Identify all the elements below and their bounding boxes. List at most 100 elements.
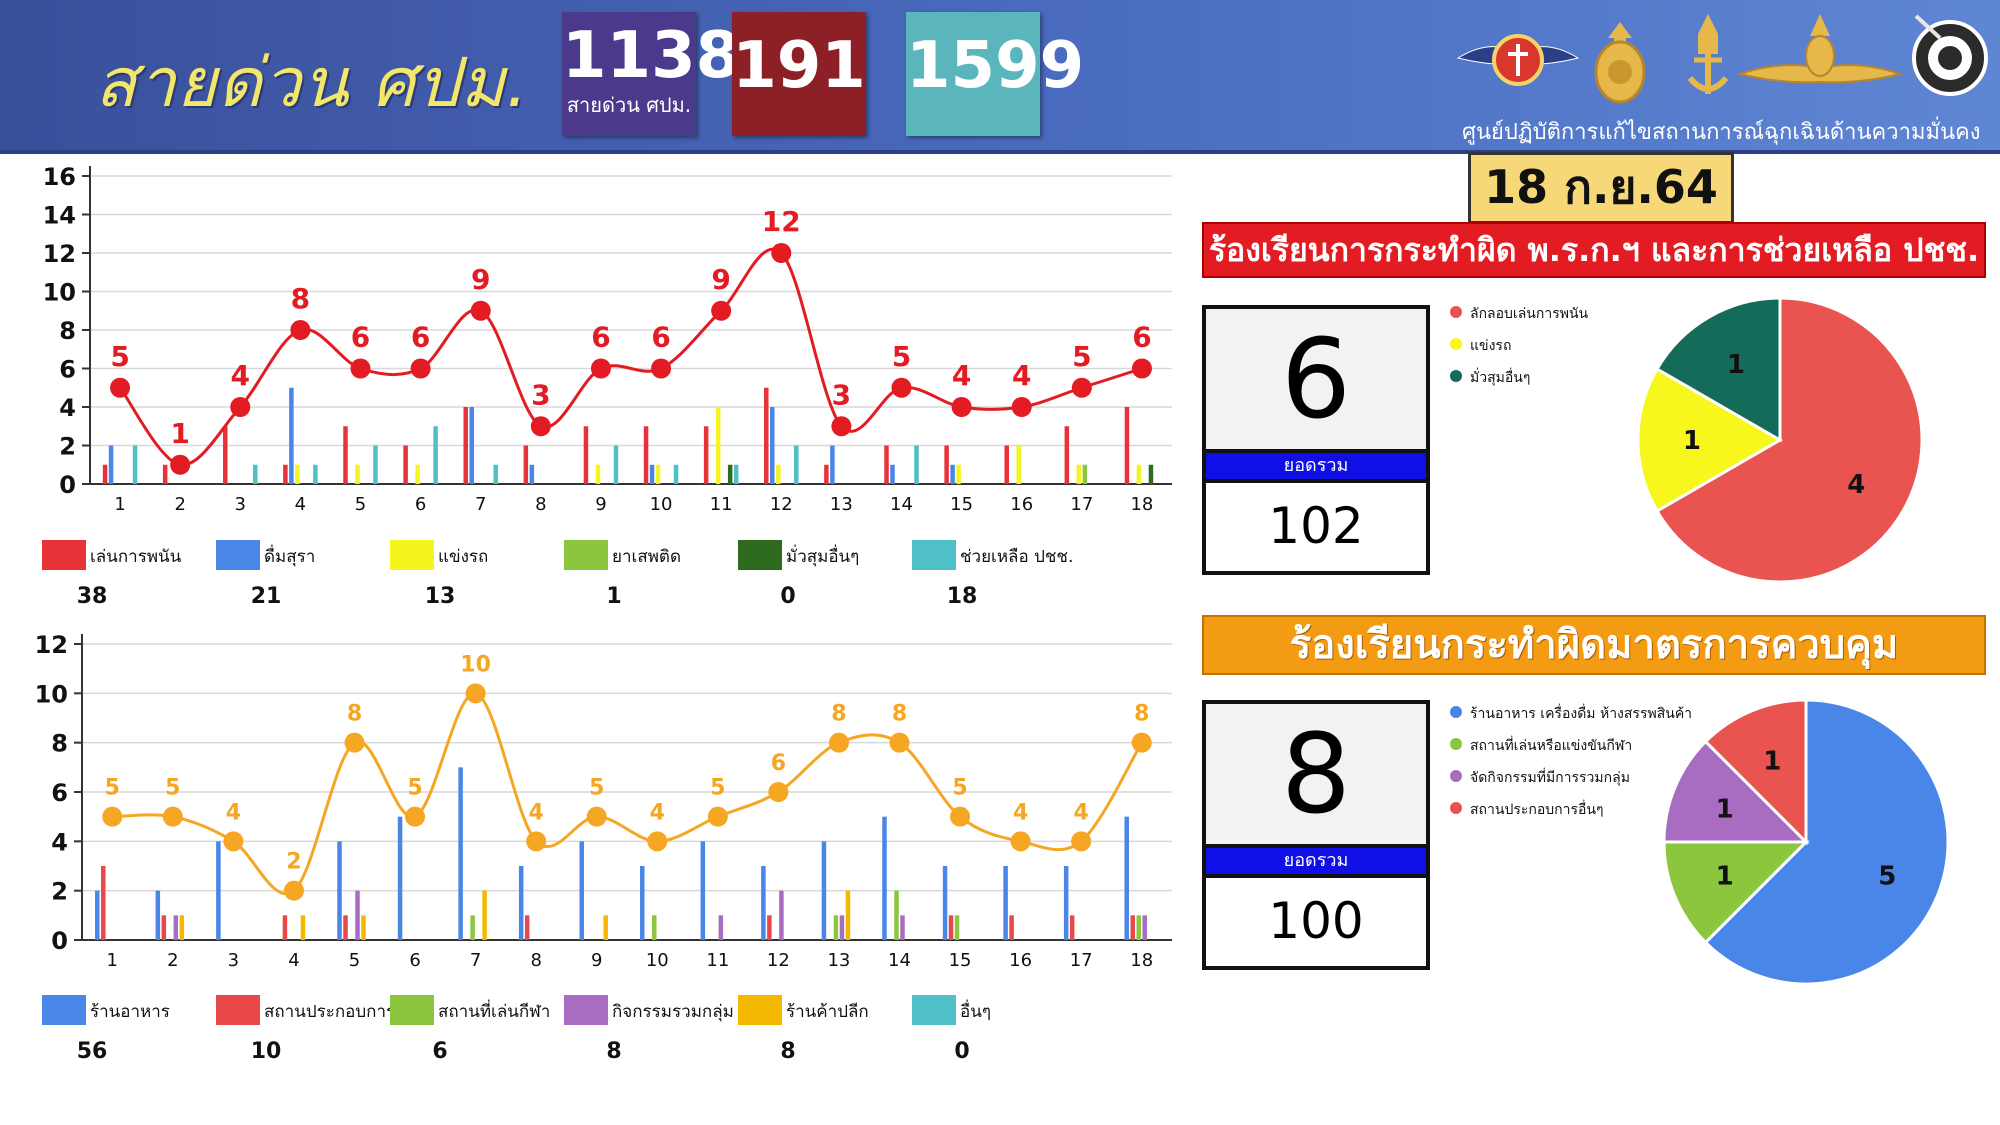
hotline-caption: สายด่วน ศปม. <box>566 93 692 117</box>
pie-slice <box>1654 296 1782 443</box>
legend-total: 21 <box>251 584 282 609</box>
data-point <box>951 397 972 417</box>
x-tick-label: 16 <box>1009 950 1032 971</box>
bar <box>373 445 378 484</box>
bar <box>1004 445 1009 484</box>
command-center-subtitle: ศูนย์ปฏิบัติการแก้ไขสถานการณ์ฉุกเฉินด้าน… <box>1462 120 1981 145</box>
x-tick-label: 6 <box>415 494 426 515</box>
bar <box>223 426 228 484</box>
data-label: 4 <box>650 800 665 825</box>
data-point <box>410 358 431 379</box>
navy-emblem-icon <box>1687 14 1729 94</box>
y-tick-label: 2 <box>51 878 68 906</box>
legend-swatch <box>738 995 782 1025</box>
data-label: 5 <box>165 776 180 801</box>
legend-swatch <box>912 995 956 1025</box>
bar <box>529 464 535 484</box>
bar <box>579 841 584 940</box>
bar <box>652 915 657 940</box>
data-label: 5 <box>589 776 604 801</box>
hotline-1138-badge: 1138 สายด่วน ศปม. <box>562 12 740 136</box>
bar <box>173 915 179 940</box>
bar <box>942 866 948 940</box>
hotline-number: 191 <box>732 29 866 103</box>
bar <box>1124 407 1130 484</box>
y-tick-label: 16 <box>43 163 76 191</box>
section1-total-box: 6 ยอดรวม 102 <box>1202 305 1430 575</box>
bar <box>640 866 645 940</box>
bar <box>914 445 919 484</box>
data-point <box>950 806 971 827</box>
data-label: 5 <box>1072 340 1091 373</box>
bar <box>283 464 288 484</box>
data-label: 2 <box>286 850 301 875</box>
bar <box>1069 915 1075 940</box>
pie-slice <box>1662 840 1810 945</box>
legend-total: 8 <box>606 1039 621 1064</box>
today-total: 6 <box>1206 309 1426 449</box>
legend-label: สถานประกอบการฯ <box>264 1002 405 1022</box>
data-label: 4 <box>952 359 971 392</box>
data-label: 4 <box>1074 800 1089 825</box>
bar <box>884 445 889 484</box>
data-label: 12 <box>762 205 801 238</box>
data-point <box>405 806 426 827</box>
y-tick-label: 0 <box>59 471 76 499</box>
bar <box>102 464 108 484</box>
header-banner: สายด่วน ศปม. 1138 สายด่วน ศปม. 191 1599 <box>0 0 2000 154</box>
y-tick-label: 8 <box>51 730 68 758</box>
x-tick-label: 7 <box>470 950 481 971</box>
pie-slice <box>1636 366 1784 514</box>
x-tick-label: 1 <box>114 494 125 515</box>
bar <box>355 890 360 940</box>
bar <box>673 464 679 484</box>
x-tick-label: 14 <box>888 950 911 971</box>
x-tick-label: 3 <box>235 494 246 515</box>
bar <box>1130 915 1135 940</box>
data-point <box>1011 397 1032 417</box>
legend-dot <box>1450 338 1462 350</box>
x-tick-label: 12 <box>767 950 790 971</box>
data-label: 4 <box>226 800 241 825</box>
total-label: ยอดรวม <box>1206 844 1426 878</box>
data-point <box>1071 831 1092 852</box>
data-label: 4 <box>529 800 544 825</box>
bar <box>313 464 318 484</box>
data-point <box>102 806 123 827</box>
data-label: 6 <box>351 321 370 354</box>
bar <box>764 387 769 484</box>
legend-label: สถานที่เล่นหรือแข่งขันกีฬา <box>1470 736 1632 754</box>
total-label: ยอดรวม <box>1206 449 1426 483</box>
legend-total: 18 <box>947 584 978 609</box>
legend-label: ยาเสพติด <box>612 547 681 567</box>
bar <box>1076 464 1082 484</box>
data-point <box>170 454 191 475</box>
y-tick-label: 0 <box>51 927 68 955</box>
legend-label: ร้านอาหาร <box>90 1002 170 1022</box>
x-tick-label: 2 <box>167 950 178 971</box>
data-label: 6 <box>651 321 670 354</box>
legend-total: 13 <box>425 584 456 609</box>
bar <box>900 915 905 940</box>
bar <box>458 767 463 940</box>
x-tick-label: 18 <box>1130 494 1153 515</box>
army-emblem-icon <box>1594 22 1646 104</box>
legend-dot <box>1450 802 1462 814</box>
slice-value-label: 1 <box>1716 862 1734 892</box>
legend-label: เล่นการพนัน <box>90 547 182 567</box>
legend-label: มั่วสุมอื่นๆ <box>786 544 859 567</box>
legend-swatch <box>564 995 608 1025</box>
bar <box>1136 915 1141 940</box>
x-tick-label: 5 <box>349 950 360 971</box>
bar <box>361 915 366 940</box>
data-label: 4 <box>231 359 250 392</box>
data-point <box>1131 732 1152 753</box>
data-point <box>891 377 912 398</box>
data-label: 8 <box>291 282 310 315</box>
bar <box>337 841 342 940</box>
bar <box>101 866 106 940</box>
data-point <box>350 358 371 379</box>
data-point <box>290 320 311 340</box>
data-label: 8 <box>892 702 907 727</box>
